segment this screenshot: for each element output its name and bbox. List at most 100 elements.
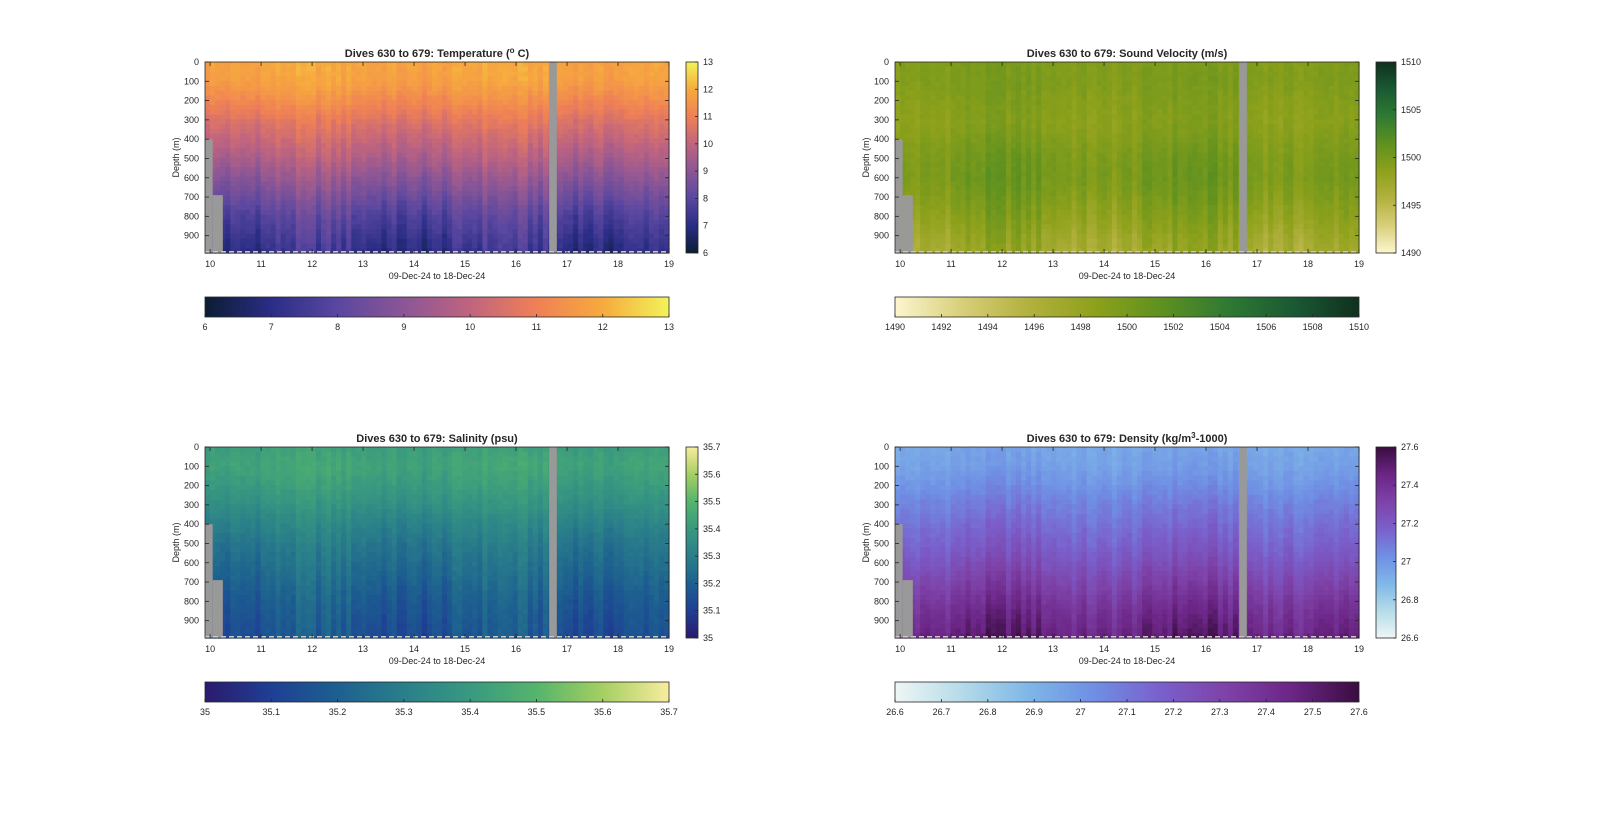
heatmap-cell (346, 138, 352, 144)
heatmap-cell (442, 66, 448, 73)
heatmap-cell (270, 238, 277, 245)
heatmap-cell (900, 66, 906, 73)
heatmap-cell (285, 210, 292, 216)
heatmap-cell (613, 66, 620, 73)
heatmap-cell (975, 171, 982, 178)
heatmap-cell (376, 124, 383, 130)
heatmap-cell (391, 248, 398, 254)
heatmap-cell (205, 128, 211, 135)
heatmap-cell (265, 176, 272, 182)
heatmap-cell (447, 243, 453, 249)
heatmap-cell (457, 90, 463, 97)
heatmap-cell (1041, 214, 1047, 221)
heatmap-cell (225, 205, 231, 211)
heatmap-cell (497, 133, 504, 140)
heatmap-cell (477, 186, 483, 192)
heatmap-cell (613, 248, 620, 254)
heatmap-cell (1036, 162, 1042, 168)
heatmap-cell (1036, 109, 1042, 116)
heatmap-cell (457, 95, 463, 101)
heatmap-cell (437, 200, 443, 206)
heatmap-cell (502, 176, 509, 182)
heatmap-cell (492, 147, 499, 154)
x-tick-label: 18 (613, 259, 623, 269)
heatmap-cell (260, 200, 267, 206)
heatmap-cell (421, 85, 428, 92)
heatmap-cell (598, 62, 605, 68)
heatmap-cell (477, 181, 483, 187)
heatmap-cell (371, 233, 378, 240)
heatmap-cell (416, 157, 423, 163)
heatmap-cell (1011, 104, 1017, 111)
heatmap-cell (527, 114, 534, 120)
heatmap-cell (633, 181, 640, 187)
heatmap-cell (638, 243, 645, 249)
heatmap-cell (1031, 81, 1037, 87)
heatmap-cell (386, 66, 393, 73)
heatmap-cell (568, 157, 574, 163)
heatmap-cell (638, 90, 645, 97)
heatmap-cell (578, 76, 584, 82)
heatmap-cell (658, 176, 665, 182)
heatmap-cell (532, 62, 539, 68)
heatmap-cell (305, 76, 312, 82)
heatmap-cell (225, 147, 231, 154)
heatmap-cell (235, 76, 241, 82)
heatmap-cell (935, 124, 941, 130)
heatmap-cell (542, 190, 549, 197)
heatmap-cell (517, 147, 524, 154)
heatmap-cell (920, 119, 926, 125)
heatmap-cell (583, 147, 589, 154)
heatmap-cell (452, 167, 458, 173)
heatmap-cell (265, 90, 272, 97)
heatmap-cell (225, 167, 231, 173)
heatmap-cell (578, 104, 584, 111)
heatmap-cell (643, 81, 650, 87)
heatmap-cell (462, 210, 468, 216)
heatmap-cell (351, 85, 357, 92)
heatmap-cell (376, 133, 383, 140)
heatmap-cell (603, 214, 610, 221)
heatmap-cell (502, 90, 509, 97)
heatmap-cell (925, 233, 931, 240)
heatmap-cell (442, 85, 448, 92)
heatmap-cell (643, 76, 650, 82)
heatmap-cell (628, 219, 635, 225)
heatmap-cell (925, 138, 931, 144)
heatmap-cell (603, 200, 610, 206)
heatmap-cell (563, 71, 569, 77)
heatmap-cell (411, 109, 418, 116)
heatmap-cell (648, 104, 655, 111)
heatmap-cell (638, 133, 645, 140)
heatmap-cell (356, 71, 362, 77)
heatmap-cell (930, 238, 936, 245)
heatmap-cell (970, 229, 977, 235)
heatmap-cell (653, 104, 660, 111)
heatmap-cell (477, 143, 483, 149)
heatmap-cell (1021, 119, 1027, 125)
heatmap-cell (593, 124, 599, 130)
heatmap-cell (215, 186, 221, 192)
heatmap-cell (910, 186, 916, 192)
x-tick-label: 17 (562, 259, 572, 269)
heatmap-cell (618, 124, 625, 130)
heatmap-cell (915, 229, 921, 235)
heatmap-cell (290, 238, 297, 245)
heatmap-cell (502, 85, 509, 92)
heatmap-cell (965, 190, 972, 197)
heatmap-cell (1000, 124, 1007, 130)
heatmap-cell (527, 85, 534, 92)
heatmap-cell (603, 195, 610, 202)
heatmap-cell (910, 200, 916, 206)
heatmap-cell (512, 143, 519, 149)
heatmap-cell (210, 71, 216, 77)
heatmap-cell (361, 119, 367, 125)
heatmap-cell (910, 167, 916, 173)
heatmap-cell (613, 95, 620, 101)
heatmap-cell (970, 248, 977, 254)
heatmap-cell (613, 100, 620, 106)
heatmap-cell (492, 214, 499, 221)
heatmap-cell (663, 195, 670, 202)
heatmap-cell (396, 195, 403, 202)
y-tick-label: 600 (184, 173, 199, 183)
